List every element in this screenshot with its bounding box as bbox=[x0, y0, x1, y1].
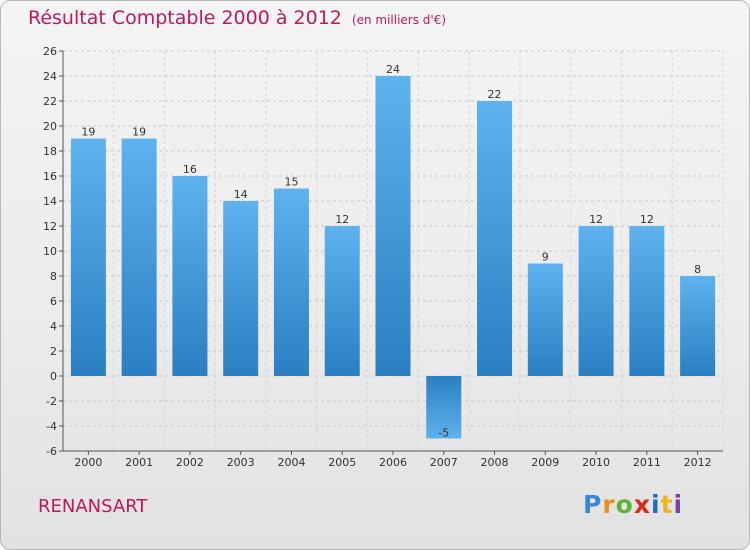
x-tick-label: 2003 bbox=[227, 456, 255, 469]
data-label: 8 bbox=[694, 263, 701, 276]
chart-title-text: Résultat Comptable 2000 à 2012 bbox=[28, 7, 342, 29]
y-tick-label: 16 bbox=[43, 170, 57, 183]
y-tick-label: 26 bbox=[43, 45, 57, 58]
data-label: 19 bbox=[132, 126, 146, 139]
bar bbox=[680, 276, 716, 376]
y-tick-label: -6 bbox=[46, 445, 57, 458]
y-tick-label: 0 bbox=[50, 370, 57, 383]
x-tick-label: 2006 bbox=[379, 456, 407, 469]
chart-unit: (en milliers d'€) bbox=[351, 13, 447, 27]
y-tick-label: -2 bbox=[46, 395, 57, 408]
data-label: 12 bbox=[335, 213, 349, 226]
bar bbox=[273, 188, 309, 376]
logo-letter: o bbox=[615, 490, 634, 519]
bar bbox=[578, 226, 614, 376]
x-tick-label: 2010 bbox=[582, 456, 610, 469]
y-tick-label: 22 bbox=[43, 95, 57, 108]
x-tick-label: 2005 bbox=[328, 456, 356, 469]
x-tick-label: 2008 bbox=[481, 456, 509, 469]
x-tick-label: 2011 bbox=[633, 456, 661, 469]
y-tick-label: 18 bbox=[43, 145, 57, 158]
bar bbox=[223, 201, 259, 376]
y-tick-label: 24 bbox=[43, 70, 57, 83]
commune-name: RENANSART bbox=[38, 496, 148, 517]
bar-layer: 19 19 16 14 15 12 24 -5 22 9 12 12 8 bbox=[70, 63, 716, 440]
logo-letter: r bbox=[602, 490, 616, 519]
data-label: 12 bbox=[640, 213, 654, 226]
logo-letter: i bbox=[673, 490, 684, 519]
data-label: 12 bbox=[589, 213, 603, 226]
y-tick-label: 6 bbox=[50, 295, 57, 308]
x-tick-label: 2007 bbox=[430, 456, 458, 469]
data-label: 22 bbox=[488, 88, 502, 101]
y-tick-label: 2 bbox=[50, 345, 57, 358]
logo-letter: P bbox=[583, 490, 603, 519]
x-tick-label: 2002 bbox=[176, 456, 204, 469]
data-label: -5 bbox=[438, 427, 449, 440]
y-tick-label: 8 bbox=[50, 270, 57, 283]
logo-letter: x bbox=[633, 490, 651, 519]
x-tick-label: 2001 bbox=[125, 456, 153, 469]
data-label: 16 bbox=[183, 163, 197, 176]
data-label: 15 bbox=[284, 176, 298, 189]
bar bbox=[629, 226, 665, 376]
data-label: 19 bbox=[81, 126, 95, 139]
data-label: 14 bbox=[234, 188, 248, 201]
y-tick-label: 20 bbox=[43, 120, 57, 133]
data-label: 24 bbox=[386, 63, 400, 76]
x-tick-label: 2000 bbox=[74, 456, 102, 469]
bar bbox=[324, 226, 360, 376]
bar bbox=[70, 138, 106, 376]
x-tick-label: 2004 bbox=[277, 456, 305, 469]
logo-letter: i bbox=[651, 490, 661, 519]
logo-letter: t bbox=[660, 490, 674, 519]
bar bbox=[477, 101, 513, 376]
bar bbox=[527, 263, 563, 376]
bar bbox=[172, 176, 208, 376]
x-tick-label: 2009 bbox=[531, 456, 559, 469]
y-tick-label: 4 bbox=[50, 320, 57, 333]
bar bbox=[121, 138, 157, 376]
y-tick-label: -4 bbox=[46, 420, 57, 433]
y-tick-label: 10 bbox=[43, 245, 57, 258]
bar bbox=[375, 76, 411, 376]
proxiti-logo: Proxiti bbox=[583, 490, 683, 519]
y-tick-label: 14 bbox=[43, 195, 57, 208]
bar bbox=[426, 376, 462, 439]
chart-title: Résultat Comptable 2000 à 2012 (en millie… bbox=[28, 7, 446, 29]
y-tick-label: 12 bbox=[43, 220, 57, 233]
x-tick-label: 2012 bbox=[684, 456, 712, 469]
data-label: 9 bbox=[542, 251, 549, 264]
